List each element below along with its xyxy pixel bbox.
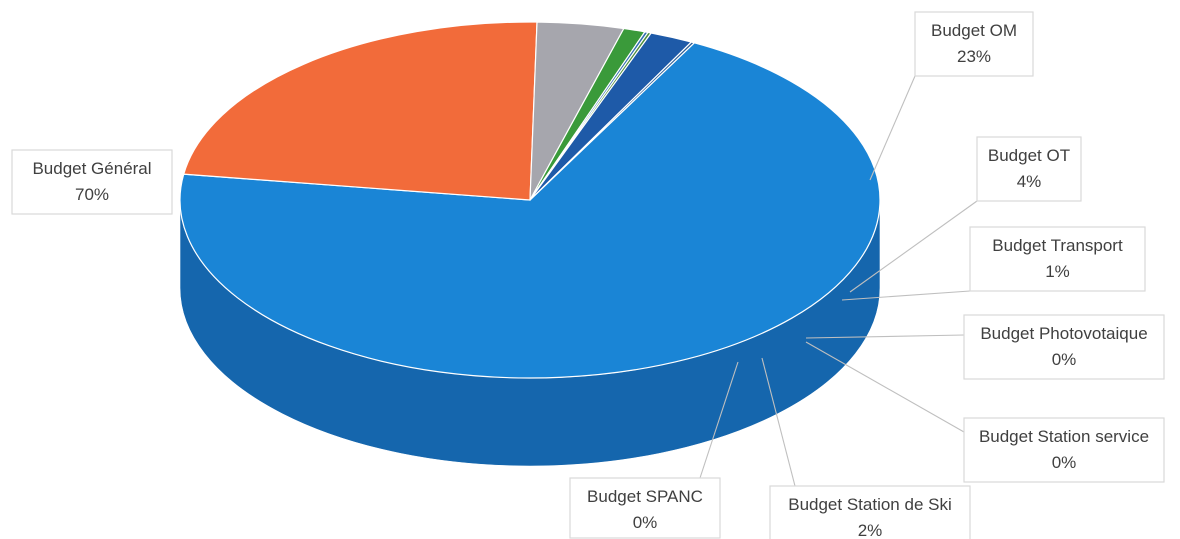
data-label-box-8 xyxy=(569,477,721,539)
data-labels-group: Budget Général 70% Budget OM 23% Budget OT 4%… xyxy=(11,11,1165,539)
data-label-name-5: Budget Photovotaique xyxy=(980,324,1147,343)
data-label-name-1: Budget Général xyxy=(32,159,151,178)
data-label-name-2: Budget OM xyxy=(931,21,1017,40)
data-label-name-4: Budget Transport xyxy=(992,236,1123,255)
data-label-value-7: 2% xyxy=(858,521,883,539)
data-label-name-6: Budget Station service xyxy=(979,427,1149,446)
data-label-box-4 xyxy=(969,226,1146,292)
data-label-name-8: Budget SPANC xyxy=(587,487,703,506)
leader-lines-group xyxy=(699,75,978,487)
data-label-box-6 xyxy=(963,417,1165,483)
leader-line-8 xyxy=(699,361,739,479)
leader-line-6 xyxy=(805,341,965,433)
leader-line-3 xyxy=(849,200,978,293)
data-label-value-3: 4% xyxy=(1017,172,1042,191)
leader-line-7 xyxy=(761,357,796,487)
data-label-value-2: 23% xyxy=(957,47,991,66)
leader-line-5 xyxy=(805,334,965,339)
data-label-box-2 xyxy=(914,11,1034,77)
data-label-box-7 xyxy=(769,485,971,539)
pie-slice-8 xyxy=(529,41,696,201)
data-label-value-4: 1% xyxy=(1045,262,1070,281)
leader-line-4 xyxy=(841,290,971,301)
pie-top-group xyxy=(179,21,881,379)
data-label-name-7: Budget Station de Ski xyxy=(788,495,952,514)
data-label-value-5: 0% xyxy=(1052,350,1077,369)
pie-slice-1 xyxy=(179,42,881,379)
data-label-box-5 xyxy=(963,314,1165,380)
data-label-value-6: 0% xyxy=(1052,453,1077,472)
data-label-value-8: 0% xyxy=(633,513,658,532)
data-label-box-1 xyxy=(11,149,173,215)
leader-line-2 xyxy=(869,75,916,181)
pie-slice-2 xyxy=(182,21,538,201)
data-label-value-1: 70% xyxy=(75,185,109,204)
data-label-name-3: Budget OT xyxy=(988,146,1070,165)
data-label-box-3 xyxy=(976,136,1082,202)
